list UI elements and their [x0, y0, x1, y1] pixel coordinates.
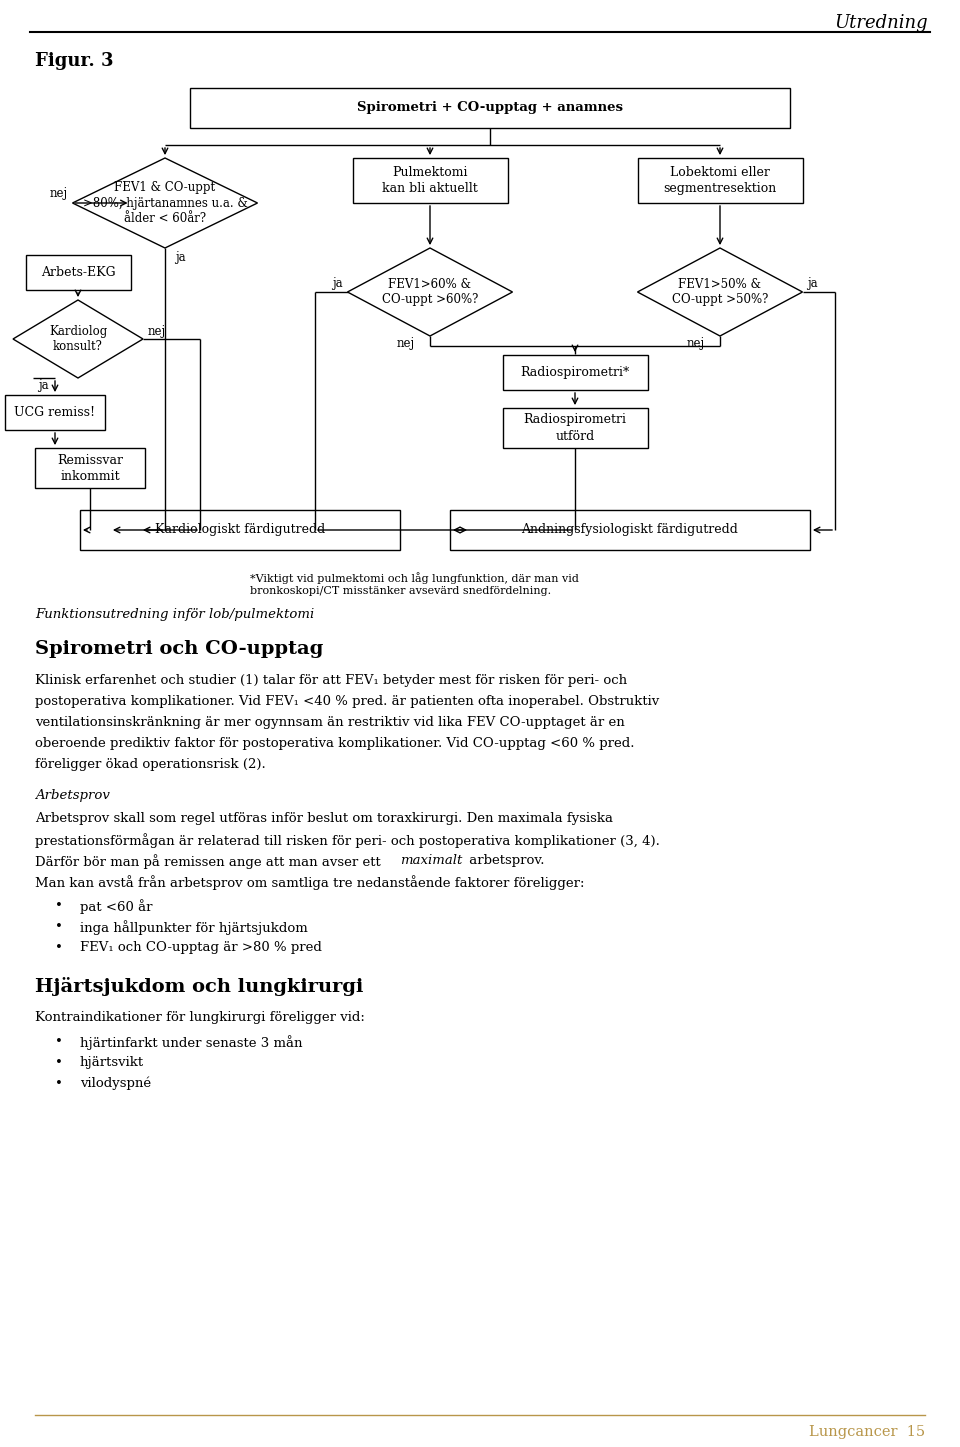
- Text: hjärtinfarkt under senaste 3 mån: hjärtinfarkt under senaste 3 mån: [80, 1035, 302, 1051]
- Bar: [80, 509, 400, 550]
- Text: •: •: [55, 1035, 62, 1048]
- Text: Remissvar
inkommit: Remissvar inkommit: [57, 453, 123, 482]
- Text: hjärtsvikt: hjärtsvikt: [80, 1056, 144, 1069]
- Text: •: •: [55, 941, 62, 954]
- Text: Lungcancer  15: Lungcancer 15: [809, 1425, 925, 1438]
- Text: •: •: [55, 899, 62, 912]
- Text: Utredning: Utredning: [834, 14, 928, 32]
- Text: Funktionsutredning inför lob/pulmektomi: Funktionsutredning inför lob/pulmektomi: [35, 608, 314, 621]
- Bar: [35, 449, 145, 488]
- Text: Spirometri och CO-upptag: Spirometri och CO-upptag: [35, 640, 324, 658]
- Text: Lobektomi eller
segmentresektion: Lobektomi eller segmentresektion: [663, 166, 777, 195]
- Text: nej: nej: [686, 337, 705, 350]
- Text: Radiospirometri*: Radiospirometri*: [520, 366, 630, 379]
- Bar: [5, 395, 105, 430]
- Text: FEV₁ och CO-upptag är >80 % pred: FEV₁ och CO-upptag är >80 % pred: [80, 941, 322, 954]
- Text: FEV1>60% &
CO-uppt >60%?: FEV1>60% & CO-uppt >60%?: [382, 278, 478, 307]
- Text: oberoende prediktiv faktor för postoperativa komplikationer. Vid CO-upptag <60 %: oberoende prediktiv faktor för postopera…: [35, 737, 635, 750]
- Text: ventilationsinskränkning är mer ogynnsam än restriktiv vid lika FEV CO-upptaget : ventilationsinskränkning är mer ogynnsam…: [35, 716, 625, 729]
- Text: Man kan avstå från arbetsprov om samtliga tre nedanstående faktorer föreligger:: Man kan avstå från arbetsprov om samtlig…: [35, 875, 585, 890]
- Text: arbetsprov.: arbetsprov.: [465, 854, 544, 867]
- Text: nej: nej: [148, 324, 166, 337]
- Polygon shape: [348, 247, 513, 336]
- Text: prestationsförmågan är relaterad till risken för peri- och postoperativa komplik: prestationsförmågan är relaterad till ri…: [35, 833, 660, 848]
- Text: Spirometri + CO-upptag + anamnes: Spirometri + CO-upptag + anamnes: [357, 101, 623, 114]
- Text: maximalt: maximalt: [400, 854, 463, 867]
- Text: Arbetsprov skall som regel utföras inför beslut om toraxkirurgi. Den maximala fy: Arbetsprov skall som regel utföras inför…: [35, 812, 613, 825]
- Text: Radiospirometri
utförd: Radiospirometri utförd: [523, 414, 627, 443]
- Text: Kardiolog
konsult?: Kardiolog konsult?: [49, 324, 108, 353]
- Text: *Viktigt vid pulmektomi och låg lungfunktion, där man vid: *Viktigt vid pulmektomi och låg lungfunk…: [250, 572, 579, 583]
- Bar: [450, 509, 810, 550]
- Text: Arbetsprov: Arbetsprov: [35, 789, 109, 802]
- Text: Klinisk erfarenhet och studier (1) talar för att FEV₁ betyder mest för risken fö: Klinisk erfarenhet och studier (1) talar…: [35, 674, 627, 687]
- Text: •: •: [55, 1056, 62, 1069]
- Text: Figur. 3: Figur. 3: [35, 52, 113, 69]
- Polygon shape: [13, 300, 143, 378]
- Bar: [502, 355, 647, 391]
- Text: ja: ja: [37, 379, 48, 392]
- Text: inga hållpunkter för hjärtsjukdom: inga hållpunkter för hjärtsjukdom: [80, 920, 308, 935]
- Polygon shape: [637, 247, 803, 336]
- Text: Kontraindikationer för lungkirurgi föreligger vid:: Kontraindikationer för lungkirurgi förel…: [35, 1011, 365, 1024]
- Text: ja: ja: [807, 278, 818, 291]
- Bar: [637, 158, 803, 203]
- Text: pat <60 år: pat <60 år: [80, 899, 153, 915]
- Text: Arbets-EKG: Arbets-EKG: [40, 266, 115, 279]
- Text: FEV1 & CO-uppt
>80%, hjärtanamnes u.a. &
ålder < 60år?: FEV1 & CO-uppt >80%, hjärtanamnes u.a. &…: [83, 181, 248, 226]
- Text: vilodyspné: vilodyspné: [80, 1077, 151, 1091]
- Text: •: •: [55, 920, 62, 933]
- Text: UCG remiss!: UCG remiss!: [14, 407, 96, 420]
- Bar: [190, 88, 790, 127]
- Text: Pulmektomi
kan bli aktuellt: Pulmektomi kan bli aktuellt: [382, 166, 478, 195]
- Text: Hjärtsjukdom och lungkirurgi: Hjärtsjukdom och lungkirurgi: [35, 977, 364, 996]
- Bar: [502, 408, 647, 449]
- Bar: [26, 255, 131, 289]
- Text: Därför bör man på remissen ange att man avser ett: Därför bör man på remissen ange att man …: [35, 854, 385, 868]
- Text: Andningsfysiologiskt färdigutredd: Andningsfysiologiskt färdigutredd: [521, 524, 738, 537]
- Text: föreligger ökad operationsrisk (2).: föreligger ökad operationsrisk (2).: [35, 758, 266, 771]
- Text: Kardiologiskt färdigutredd: Kardiologiskt färdigutredd: [155, 524, 325, 537]
- Text: ja: ja: [175, 252, 185, 265]
- Text: bronkoskopi/CT misstänker avsevärd snedfördelning.: bronkoskopi/CT misstänker avsevärd snedf…: [250, 586, 551, 596]
- Polygon shape: [73, 158, 257, 247]
- Text: postoperativa komplikationer. Vid FEV₁ <40 % pred. är patienten ofta inoperabel.: postoperativa komplikationer. Vid FEV₁ <…: [35, 695, 660, 708]
- Text: nej: nej: [49, 187, 67, 200]
- Bar: [352, 158, 508, 203]
- Text: FEV1>50% &
CO-uppt >50%?: FEV1>50% & CO-uppt >50%?: [672, 278, 768, 307]
- Text: ja: ja: [332, 278, 343, 291]
- Text: nej: nej: [396, 337, 415, 350]
- Text: •: •: [55, 1077, 62, 1090]
